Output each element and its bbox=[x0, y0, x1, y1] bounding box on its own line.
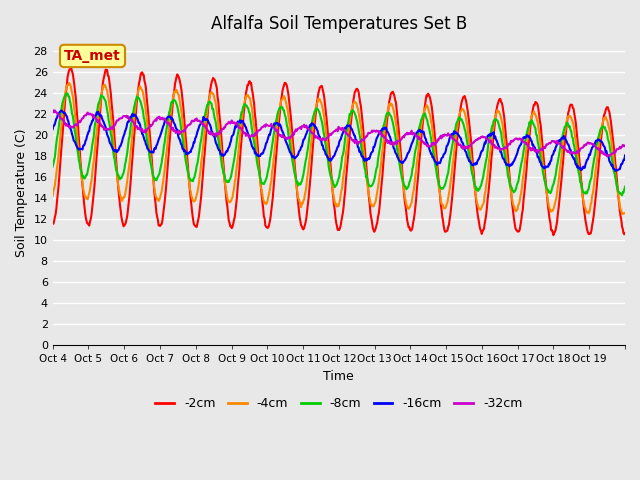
X-axis label: Time: Time bbox=[323, 370, 354, 383]
Title: Alfalfa Soil Temperatures Set B: Alfalfa Soil Temperatures Set B bbox=[211, 15, 467, 33]
Y-axis label: Soil Temperature (C): Soil Temperature (C) bbox=[15, 129, 28, 257]
Text: TA_met: TA_met bbox=[64, 49, 121, 63]
Legend: -2cm, -4cm, -8cm, -16cm, -32cm: -2cm, -4cm, -8cm, -16cm, -32cm bbox=[150, 392, 527, 415]
